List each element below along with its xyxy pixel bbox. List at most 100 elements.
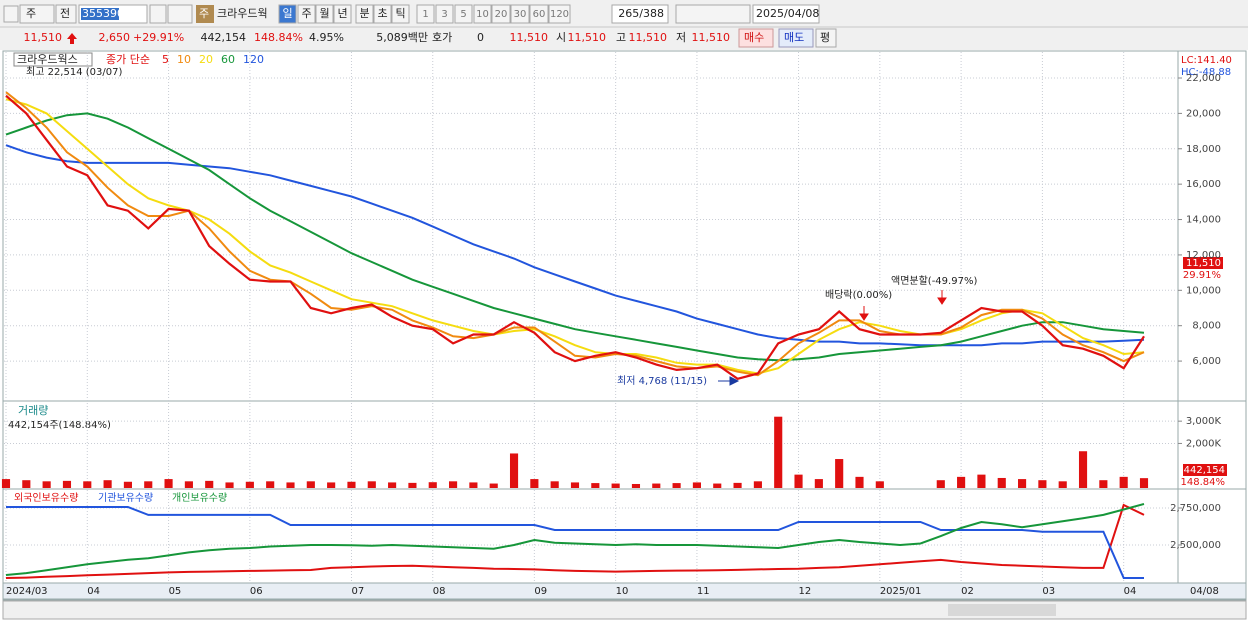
change-pct: +29.91%	[133, 31, 184, 44]
volume-bar	[245, 481, 254, 488]
y-tick-label: 10,000	[1186, 285, 1221, 296]
period-btn[interactable]	[297, 4, 316, 24]
interval: 120	[550, 9, 569, 20]
period-btn[interactable]	[355, 4, 374, 24]
up-arrow	[67, 33, 77, 44]
volume-bar	[469, 482, 478, 488]
period-btn[interactable]	[333, 4, 352, 24]
scroll-bar[interactable]	[2, 600, 1247, 620]
quote-row: 11,510 2,650 +29.91% 442,154 148.84% 4.9…	[24, 28, 837, 48]
volume-bar	[42, 481, 51, 488]
interval: 60	[533, 9, 546, 20]
volume-bar	[591, 483, 600, 488]
period-btn[interactable]	[315, 4, 334, 24]
volume-last-pct: 148.84%	[1181, 477, 1226, 488]
tool-icons[interactable]	[675, 4, 751, 24]
interval-btn[interactable]	[454, 4, 473, 24]
volume-bar	[692, 482, 701, 488]
interval-btn[interactable]	[510, 4, 530, 24]
marker-arrow	[718, 376, 740, 386]
interval-btn[interactable]	[529, 4, 549, 24]
high-label: 고	[616, 31, 626, 44]
y-tick-label: 2,500,000	[1170, 540, 1221, 551]
chart-frame	[2, 50, 1247, 601]
interval: 30	[514, 9, 527, 20]
prev-btn[interactable]	[55, 4, 77, 24]
code: 355390	[82, 7, 124, 20]
legend-entry[interactable]: 5	[162, 53, 169, 66]
low-label: 저	[676, 31, 686, 44]
date-box[interactable]	[752, 4, 820, 24]
annotation: 액면분할(-49.97%)	[891, 275, 977, 287]
scroll-thumb[interactable]	[948, 604, 1056, 616]
volume-bar	[509, 453, 519, 488]
interval-btn[interactable]	[548, 4, 571, 24]
interval: 20	[495, 9, 508, 20]
interval-btn[interactable]	[416, 4, 435, 24]
interval: 1	[422, 9, 428, 20]
legend-entry[interactable]: 60	[221, 53, 235, 66]
period-btn[interactable]	[373, 4, 392, 24]
period: 주	[301, 7, 311, 20]
price: 11,510	[24, 31, 63, 44]
open: 11,510	[568, 31, 607, 44]
plots: 2024/03 04 05 06 07 08 09 10 11 12 2025/01 02 03 04 6,…	[1, 52, 1222, 597]
marker-arrow	[937, 290, 947, 305]
volume-bar	[835, 459, 844, 488]
series-line	[5, 144, 1145, 347]
search-btn[interactable]	[149, 4, 167, 24]
legend-entry[interactable]: 외국인보유수량	[14, 492, 78, 504]
volume-bar	[997, 477, 1006, 488]
period-btn[interactable]	[391, 4, 410, 24]
volume-bar	[814, 479, 823, 488]
x-axis-band	[2, 582, 1247, 600]
y-tick-label: 6,000	[1192, 356, 1221, 367]
volume-bar	[672, 483, 681, 488]
interval-btn[interactable]	[491, 4, 511, 24]
interval-btn[interactable]	[435, 4, 454, 24]
y-tick-label: 12,000	[1186, 250, 1221, 261]
y-tick-label: 20,000	[1186, 108, 1221, 119]
interval-btn[interactable]	[473, 4, 492, 24]
volume-bar	[449, 481, 458, 488]
volume-bar	[794, 474, 803, 488]
series-line	[5, 94, 1145, 380]
sell-btn[interactable]	[778, 28, 814, 48]
x-tick-label: 11	[697, 586, 710, 597]
bid: 0	[477, 31, 484, 44]
volume-bar	[713, 483, 722, 488]
stock-name: 크라우드웍	[217, 7, 268, 20]
menu-icon[interactable]	[3, 5, 19, 23]
annotation: 최고 22,514 (03/07)	[26, 66, 122, 78]
volume-bar	[62, 480, 72, 488]
legend-entry[interactable]: 20	[199, 53, 213, 66]
series-line	[5, 503, 1145, 576]
legend-entry[interactable]: 120	[243, 53, 264, 66]
volume-bar	[164, 479, 173, 488]
x-tick-label: 06	[250, 586, 263, 597]
volume-bar	[977, 474, 986, 488]
y-tick-label: 3,000K	[1186, 416, 1222, 427]
volume-bar	[347, 481, 356, 488]
volume-bar	[774, 416, 783, 488]
period-btn[interactable]	[278, 4, 297, 24]
volume: 442,154	[201, 31, 247, 44]
x-tick-label: 04	[87, 586, 100, 597]
price-box	[1183, 257, 1223, 269]
volume-bar	[631, 483, 641, 488]
legend-entry[interactable]: 10	[177, 53, 191, 66]
volume-bar	[286, 482, 295, 488]
volume-bar	[753, 481, 762, 488]
volume-bar	[611, 483, 620, 488]
volume-bar	[408, 482, 417, 488]
market-select[interactable]	[19, 4, 55, 24]
period: 틱	[395, 7, 405, 20]
eval-btn[interactable]	[815, 28, 837, 48]
series-line	[5, 98, 1145, 375]
legend-entry[interactable]: 개인보유수량	[172, 492, 227, 504]
sound-btn[interactable]	[167, 4, 193, 24]
legend-entry[interactable]: 기관보유수량	[98, 492, 153, 504]
buy-btn[interactable]	[738, 28, 774, 48]
volume-bar	[205, 480, 214, 488]
